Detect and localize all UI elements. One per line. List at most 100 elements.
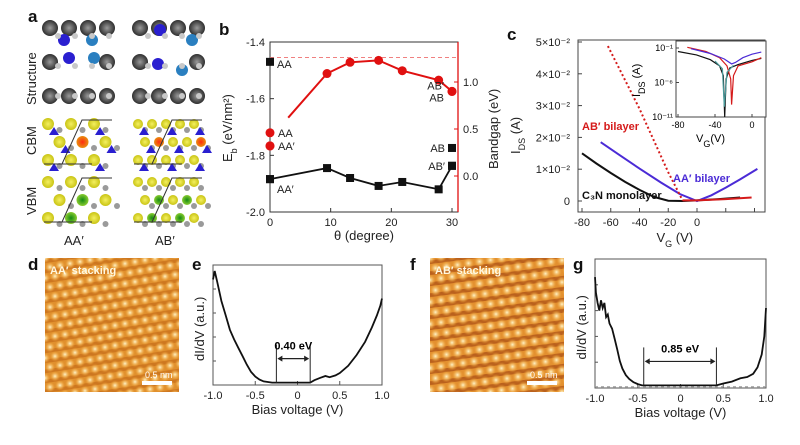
stm-label-ab-prime: AB′ stacking <box>435 265 501 277</box>
stm-spot <box>195 235 206 246</box>
hydrogen-atom <box>89 63 95 69</box>
stm-spot <box>124 267 136 279</box>
stm-spot <box>45 301 56 313</box>
stm-spot <box>124 287 136 299</box>
charge-density-lobe <box>133 177 143 187</box>
stm-spot <box>85 394 96 405</box>
stm-spot <box>169 369 179 381</box>
stm-spot <box>89 363 101 375</box>
stm-spot <box>69 287 81 299</box>
stm-spot <box>429 394 441 406</box>
stm-spot <box>190 366 201 377</box>
stm-spot <box>30 334 41 345</box>
stm-spot <box>159 310 171 322</box>
stm-spot <box>140 395 151 406</box>
stm-spot <box>429 240 441 252</box>
stm-spot <box>484 275 497 288</box>
stm-spot <box>445 358 459 371</box>
stm-spot <box>544 321 558 334</box>
stm-spot <box>161 390 169 392</box>
panel-label-b: b <box>219 20 229 39</box>
y-tick-label: -1.4 <box>246 37 265 49</box>
stm-spot <box>500 262 514 275</box>
panel-b-chart: 0 10 20 30 -1.4 -1.6 -1.8 -2.0 0.0 0.5 1.0 θ (degre… <box>220 37 501 243</box>
stm-spot <box>154 281 166 293</box>
stm-spot <box>45 361 56 373</box>
charge-density-lobe <box>88 118 100 130</box>
stm-spot <box>169 349 179 361</box>
stm-spot <box>418 418 430 430</box>
stm-spot <box>99 341 111 353</box>
stm-spot <box>495 318 508 331</box>
stm-spot <box>453 390 462 392</box>
stm-spot <box>74 258 86 268</box>
stm-spot <box>119 278 131 290</box>
stm-spot <box>79 305 91 317</box>
stm-spot <box>25 345 36 356</box>
charge-density-lobe <box>154 195 164 205</box>
stm-spot <box>528 225 540 237</box>
charge-density-lobe <box>161 213 171 223</box>
stm-spot <box>544 258 558 268</box>
stm-trough <box>45 338 179 364</box>
stm-spot <box>518 258 529 262</box>
hydrogen-atom <box>162 63 168 69</box>
stm-spot <box>473 321 486 334</box>
axes-frame <box>577 39 766 213</box>
stm-spot <box>544 277 558 290</box>
stm-spot <box>473 299 486 312</box>
charge-density-lobe <box>175 213 185 223</box>
stm-spot <box>149 372 161 384</box>
lattice-atom <box>177 203 183 209</box>
stm-spot <box>180 267 191 278</box>
lattice-atom <box>184 127 190 133</box>
carbon-atom <box>42 54 58 70</box>
stm-spot <box>407 243 419 255</box>
stm-spot <box>550 200 562 212</box>
stm-spot <box>489 330 503 343</box>
carbon-atom <box>132 88 148 104</box>
charge-density-lobe <box>140 195 150 205</box>
stm-spot <box>134 365 146 377</box>
stm-spot <box>104 350 116 362</box>
nitrogen-lobe <box>167 163 177 171</box>
charge-density-lobe <box>147 119 157 129</box>
stm-spot <box>545 212 557 224</box>
stm-spot <box>73 258 77 259</box>
stm-spot <box>473 258 486 268</box>
stm-spot <box>94 272 106 284</box>
stm-spot <box>109 379 121 391</box>
stm-spot <box>59 308 71 320</box>
stm-spot <box>154 301 166 313</box>
stm-spot <box>555 258 564 267</box>
gap-value-label: 0.85 eV <box>661 343 700 355</box>
stm-topography <box>407 200 595 430</box>
hydrogen-atom <box>89 33 95 39</box>
stm-spot <box>462 235 474 247</box>
stm-spot <box>434 316 448 329</box>
stm-spot <box>124 327 136 339</box>
row-label-vbm: VBM <box>24 187 39 215</box>
stm-spot <box>104 290 116 302</box>
x-tick-label: 0.5 <box>332 390 347 402</box>
stm-spot <box>60 409 71 420</box>
unit-cell-outline <box>134 119 202 165</box>
stm-spot <box>578 229 590 241</box>
stm-spot <box>451 413 463 425</box>
stm-spot <box>561 353 564 364</box>
stm-spot <box>434 382 448 392</box>
stm-spot <box>69 367 81 379</box>
stm-spot <box>440 414 452 426</box>
stm-spot <box>150 393 161 404</box>
stm-spot <box>94 312 106 324</box>
charge-density-lobe <box>65 212 77 224</box>
charge-density-lobe <box>189 177 199 187</box>
label-subscript: G <box>703 139 710 149</box>
stm-spot <box>79 365 91 377</box>
stm-spot <box>583 283 595 295</box>
stm-spot <box>90 224 101 235</box>
stm-spot <box>185 376 196 387</box>
stm-spot <box>462 279 475 292</box>
stm-spot <box>512 239 524 251</box>
stm-spot <box>144 383 156 392</box>
